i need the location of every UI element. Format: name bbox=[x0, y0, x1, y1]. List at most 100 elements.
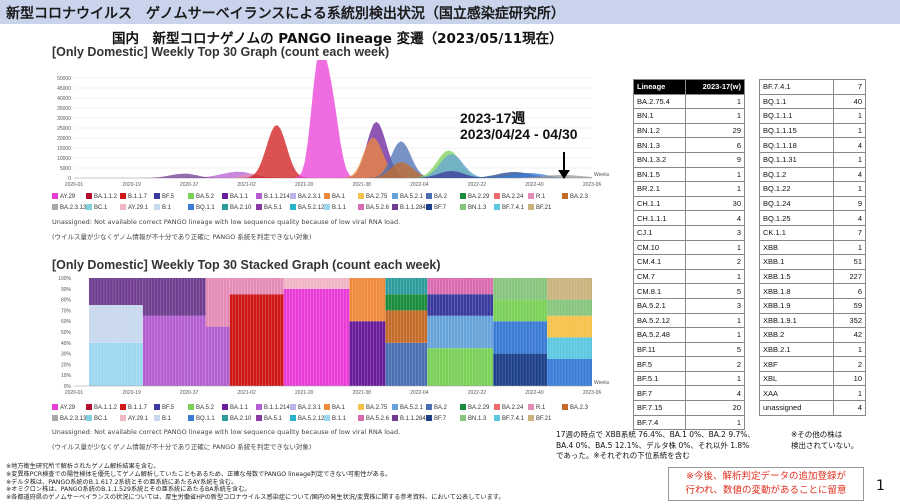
lineage-cell: XBB.1.5 bbox=[758, 268, 835, 285]
count-header: 2023-17(w) bbox=[684, 79, 746, 95]
stacked-chart-note-ja: (ウイルス量が少なくゲノム情報が不十分であり正確に PANGO 系統を判定できな… bbox=[52, 443, 312, 451]
table-row: BQ.1.22 1 bbox=[758, 181, 866, 197]
legend-item: BA.5.1 bbox=[256, 415, 282, 422]
count-cell: 1 bbox=[833, 122, 866, 139]
legend-item: B.1.1.7 bbox=[120, 193, 147, 200]
count-cell: 4 bbox=[684, 210, 746, 226]
legend-swatch bbox=[494, 193, 500, 199]
legend-label: BF.7.4.1 bbox=[502, 416, 525, 422]
table-row: BQ.1.1.1 1 bbox=[758, 108, 866, 124]
legend-swatch bbox=[494, 404, 500, 410]
legend-swatch bbox=[426, 404, 432, 410]
count-cell: 1 bbox=[833, 341, 866, 358]
legend-swatch bbox=[154, 193, 160, 199]
legend-swatch bbox=[256, 415, 262, 421]
count-cell: 4 bbox=[833, 166, 866, 183]
legend-label: BF.21 bbox=[536, 416, 552, 422]
y-tick-label: 30000 bbox=[57, 116, 71, 122]
legend-label: B.1.1.214 bbox=[264, 405, 290, 411]
lineage-cell: XBB.2.1 bbox=[758, 341, 835, 358]
count-cell: 352 bbox=[833, 312, 866, 329]
legend-item: B.1.1.284 bbox=[392, 204, 426, 211]
lineage-cell: BQ.1.1.15 bbox=[758, 122, 835, 139]
stacked-segment-BQ.1.1 bbox=[547, 359, 592, 386]
x-tick-label: 2020-01 bbox=[65, 390, 84, 396]
legend-item: BA.2 bbox=[426, 193, 447, 200]
legend-item: B.1.1.7 bbox=[120, 404, 147, 411]
x-tick-label: 2023-06 bbox=[583, 182, 602, 188]
table-row: BA.5.2.1 3 bbox=[633, 297, 746, 314]
legend-swatch bbox=[222, 404, 228, 410]
legend-item: BA.2.29 bbox=[460, 193, 489, 200]
legend-swatch bbox=[222, 204, 228, 210]
count-cell: 1 bbox=[684, 239, 746, 256]
legend-label: BQ.1.1 bbox=[196, 416, 215, 422]
legend-swatch bbox=[120, 404, 126, 410]
legend-item: BA.2.24 bbox=[494, 404, 523, 411]
legend-label: B.1.1.7 bbox=[128, 405, 148, 411]
arrowhead-icon bbox=[558, 170, 570, 179]
lineage-cell: BQ.1.1 bbox=[758, 93, 835, 110]
table-row: BN.1.5 1 bbox=[633, 166, 746, 183]
legend-item: BF.7 bbox=[426, 415, 446, 422]
lineage-cell: CM.4.1 bbox=[633, 254, 686, 270]
lineage-cell: CJ.1 bbox=[633, 224, 686, 241]
lineage-cell: CH.1.1 bbox=[633, 195, 686, 212]
legend-label: BN.1.3 bbox=[468, 416, 487, 422]
legend-item: BA.2.24 bbox=[494, 193, 523, 200]
legend-label: B.1.1.284 bbox=[400, 416, 426, 422]
legend-swatch bbox=[86, 404, 92, 410]
legend-item: BA.2.3.1 bbox=[290, 193, 321, 200]
legend-item: BN.1.3 bbox=[460, 415, 486, 422]
x-tick-label: 2020-37 bbox=[180, 390, 199, 396]
table-row: XBB 1 bbox=[758, 239, 866, 256]
legend-label: BA.1.1 bbox=[230, 405, 249, 411]
y-tick-label: 40000 bbox=[57, 96, 71, 102]
legend-label: BA.2.75 bbox=[366, 405, 388, 411]
legend-label: BA.2.75 bbox=[366, 194, 388, 200]
legend-item: BA.2.3 bbox=[562, 193, 588, 200]
lineage-cell: XBF bbox=[758, 356, 835, 372]
y-tick-label: 60% bbox=[61, 319, 72, 325]
count-cell: 9 bbox=[833, 195, 866, 212]
legend-label: BA.5.1 bbox=[264, 205, 283, 211]
stacked-chart-legend: AY.29 BA.1.1.2 B.1.1.7 BF.5 BA.5.2 BA.1.1 B.1.… bbox=[52, 404, 612, 426]
others-note: ※その他の株は 検出されていない。 bbox=[791, 430, 858, 451]
legend-swatch bbox=[392, 404, 398, 410]
table-row: BA.5.2.48 1 bbox=[633, 327, 746, 343]
header-banner: 新型コロナウイルス ゲノムサーベイランスによる系統別検出状況（国立感染症研究所） bbox=[0, 0, 900, 24]
legend-label: BF.7 bbox=[434, 416, 447, 422]
legend-swatch bbox=[358, 404, 364, 410]
legend-label: B.1.1.214 bbox=[264, 194, 290, 200]
top-chart-note-ja: (ウイルス量が少なくゲノム情報が不十分であり正確に PANGO 系統を判定できな… bbox=[52, 233, 312, 241]
legend-item: BF.7.4.1 bbox=[494, 415, 524, 422]
count-cell: 9 bbox=[684, 151, 746, 168]
lineage-cell: XBL bbox=[758, 370, 835, 387]
legend-swatch bbox=[528, 193, 534, 199]
legend-item: R.1 bbox=[528, 193, 545, 200]
legend-label: BA.1.1.2 bbox=[94, 405, 118, 411]
legend-item: BA.2.75 bbox=[358, 193, 387, 200]
table-row: CH.1.1.1 4 bbox=[633, 210, 746, 226]
table-row: BN.1.3 6 bbox=[633, 137, 746, 153]
summary-line: BA.4 0%、BA.5 12.1%、デルタ株 0%、それ以外 1.8% bbox=[556, 440, 750, 450]
count-cell: 1 bbox=[684, 108, 746, 124]
lineage-cell: BQ.1.25 bbox=[758, 210, 835, 226]
legend-swatch bbox=[358, 204, 364, 210]
table-row: XBL 10 bbox=[758, 370, 866, 387]
top-chart-legend: AY.29 BA.1.1.2 B.1.1.7 BF.5 BA.5.2 BA.1.1 B.1.… bbox=[52, 193, 612, 215]
x-tick-label: 2022-04 bbox=[410, 390, 429, 396]
x-tick-label: 2022-04 bbox=[410, 182, 429, 188]
warning-box: ※今後、解析判定データの追加登録が 行われ、数値の変動があることに留意 bbox=[668, 467, 864, 501]
legend-label: BF.5 bbox=[162, 194, 175, 200]
legend-swatch bbox=[494, 415, 500, 421]
legend-label: BA.5.2.6 bbox=[366, 416, 390, 422]
legend-swatch bbox=[256, 204, 262, 210]
stacked-segment-B.1.1.214 bbox=[142, 315, 206, 386]
stacked-segment-BF.21 bbox=[547, 278, 592, 300]
legend-swatch bbox=[188, 204, 194, 210]
x-tick-label: 2020-19 bbox=[122, 390, 141, 396]
lineage-cell: CK.1.1 bbox=[758, 224, 835, 241]
table-row: BQ.1.24 9 bbox=[758, 195, 866, 212]
y-tick-label: 5000 bbox=[60, 166, 71, 172]
